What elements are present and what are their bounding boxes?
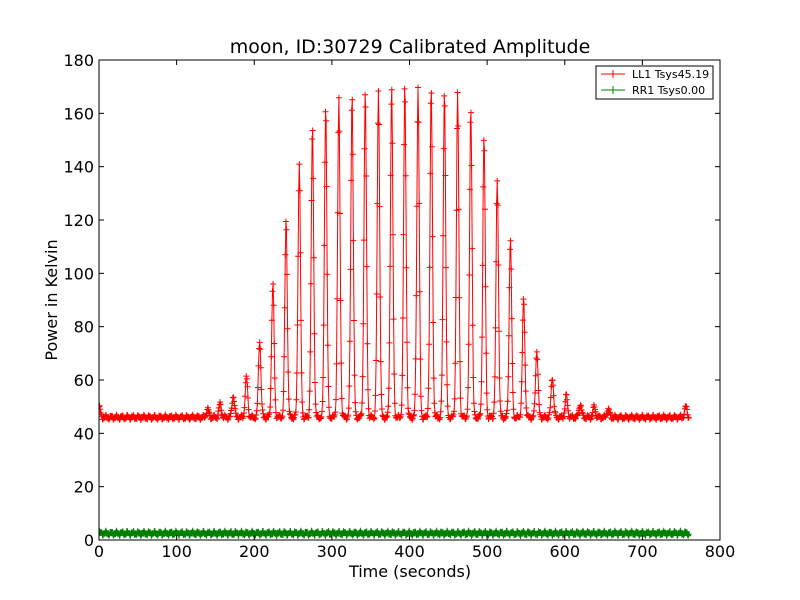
legend: LL1 Tsys45.19 RR1 Tsys0.00 xyxy=(595,65,714,100)
y-axis-label: Power in Kelvin xyxy=(42,239,61,360)
x-tick-label: 600 xyxy=(549,542,580,561)
y-tick-label: 160 xyxy=(63,104,94,123)
ticks-layer: 0 100 200 300 400 500 600 700 800 0 20 40 60 80 100 120… xyxy=(63,51,735,561)
y-tick-label: 120 xyxy=(63,211,94,230)
x-tick-label: 100 xyxy=(161,542,192,561)
series-ll1 xyxy=(99,84,692,423)
legend-box xyxy=(595,65,714,100)
legend-label-ll1: LL1 Tsys45.19 xyxy=(632,68,709,81)
chart-title: moon, ID:30729 Calibrated Amplitude xyxy=(230,36,591,58)
series-markers xyxy=(99,84,692,423)
x-tick-label: 500 xyxy=(472,542,503,561)
x-tick-label: 800 xyxy=(705,542,736,561)
legend-label-rr1: RR1 Tsys0.00 xyxy=(632,84,705,97)
plot-frame xyxy=(98,59,721,541)
y-tick-label: 20 xyxy=(74,478,94,497)
series-markers xyxy=(99,527,692,539)
x-axis-label: Time (seconds) xyxy=(348,562,471,581)
y-tick-label: 80 xyxy=(74,318,94,337)
x-tick-label: 700 xyxy=(627,542,658,561)
y-tick-label: 180 xyxy=(63,51,94,70)
y-tick-label: 60 xyxy=(74,371,94,390)
x-tick-label: 200 xyxy=(239,542,270,561)
y-tick-label: 100 xyxy=(63,264,94,283)
x-tick-label: 0 xyxy=(94,542,104,561)
y-tick-label: 40 xyxy=(74,424,94,443)
x-tick-label: 400 xyxy=(394,542,425,561)
legend-marker-rr1 xyxy=(609,86,617,94)
y-tick-label: 140 xyxy=(63,158,94,177)
series-layer xyxy=(99,84,692,539)
y-tick-label: 0 xyxy=(84,531,94,550)
legend-marker-ll1 xyxy=(609,70,617,78)
x-tick-label: 300 xyxy=(317,542,348,561)
series-rr1 xyxy=(99,527,692,539)
